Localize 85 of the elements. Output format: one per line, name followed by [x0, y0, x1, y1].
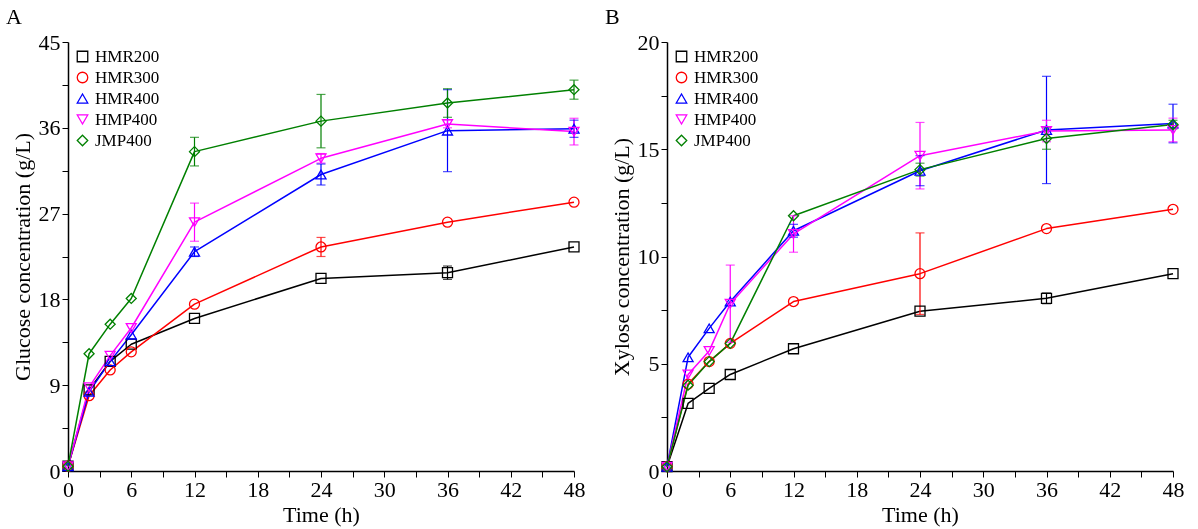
point [1167, 203, 1179, 215]
legend-label: JMP400 [95, 130, 152, 150]
point [125, 346, 137, 358]
point [315, 241, 327, 253]
point [787, 295, 800, 308]
y-tick-label: 20 [637, 29, 660, 55]
point [104, 318, 116, 330]
point [682, 369, 694, 380]
legend-label: HMR400 [95, 88, 160, 108]
point [83, 390, 95, 402]
x-tick-label: 48 [563, 476, 586, 502]
point [787, 343, 800, 355]
point [188, 217, 201, 228]
point [441, 216, 454, 228]
x-tick-label: 36 [437, 476, 459, 502]
point [568, 84, 580, 96]
y-tick-label: 10 [637, 244, 660, 269]
y-tick-label: 36 [38, 115, 61, 141]
legend-label: HMR300 [694, 67, 759, 87]
x-tick-label: 42 [500, 476, 523, 502]
point [188, 145, 201, 158]
point [315, 115, 327, 127]
x-axis-title: Time (h) [882, 501, 959, 527]
x-tick-label: 42 [1099, 476, 1122, 502]
point [1040, 132, 1053, 145]
point [441, 125, 454, 136]
y-tick-label: 0 [49, 458, 61, 484]
point [703, 382, 715, 395]
x-tick-label: 12 [184, 476, 206, 502]
point [83, 348, 95, 360]
legend-label: HMR300 [95, 67, 160, 87]
point [703, 345, 715, 356]
legend-label: HMP400 [95, 109, 158, 129]
point [104, 350, 116, 361]
y-tick-label: 45 [38, 29, 61, 55]
legend-label: HMR200 [694, 46, 759, 66]
x-tick-label: 6 [725, 476, 737, 502]
x-axis-title: Time (h) [283, 501, 360, 527]
x-tick-label: 30 [373, 476, 396, 502]
x-tick-label: 12 [783, 476, 805, 502]
x-tick-label: 30 [972, 476, 995, 502]
point [188, 298, 201, 310]
x-tick-label: 24 [909, 476, 932, 502]
x-tick-label: 18 [247, 476, 270, 502]
x-tick-label: 24 [310, 476, 333, 502]
point [315, 169, 327, 180]
point [125, 323, 137, 333]
point [125, 292, 137, 305]
x-tick-label: 6 [126, 476, 138, 502]
point [914, 305, 926, 317]
point [682, 352, 694, 363]
point [682, 397, 694, 410]
point [568, 241, 580, 253]
legend-label: HMR200 [95, 46, 160, 66]
point [188, 312, 201, 325]
point [315, 272, 327, 285]
y-axis-title: Xylose concentration (g/L) [608, 137, 634, 377]
y-tick-label: 18 [38, 286, 61, 312]
point [703, 323, 715, 334]
y-tick-label: 15 [637, 136, 660, 162]
point [914, 150, 926, 161]
y-axis-title: Glucose concentration (g/L) [9, 132, 35, 382]
chart-title: A [6, 4, 22, 29]
point [724, 368, 736, 381]
point [1040, 222, 1053, 235]
y-tick-label: 9 [49, 372, 61, 398]
point [104, 364, 116, 376]
y-tick-label: 5 [648, 351, 660, 377]
point [1167, 268, 1179, 280]
x-tick-label: 36 [1036, 476, 1058, 502]
x-tick-label: 18 [846, 476, 869, 502]
legend-label: HMR400 [694, 88, 759, 108]
point [568, 196, 580, 208]
point [441, 97, 454, 109]
legend-label: HMP400 [694, 109, 757, 129]
point [787, 229, 800, 239]
point [914, 268, 926, 280]
point [1167, 124, 1179, 135]
chart-title: B [605, 4, 620, 29]
y-tick-label: 27 [38, 201, 61, 227]
y-tick-label: 0 [648, 458, 660, 484]
point [125, 329, 137, 340]
x-tick-label: 48 [1162, 476, 1185, 502]
legend-label: JMP400 [694, 130, 751, 150]
point [787, 210, 800, 222]
